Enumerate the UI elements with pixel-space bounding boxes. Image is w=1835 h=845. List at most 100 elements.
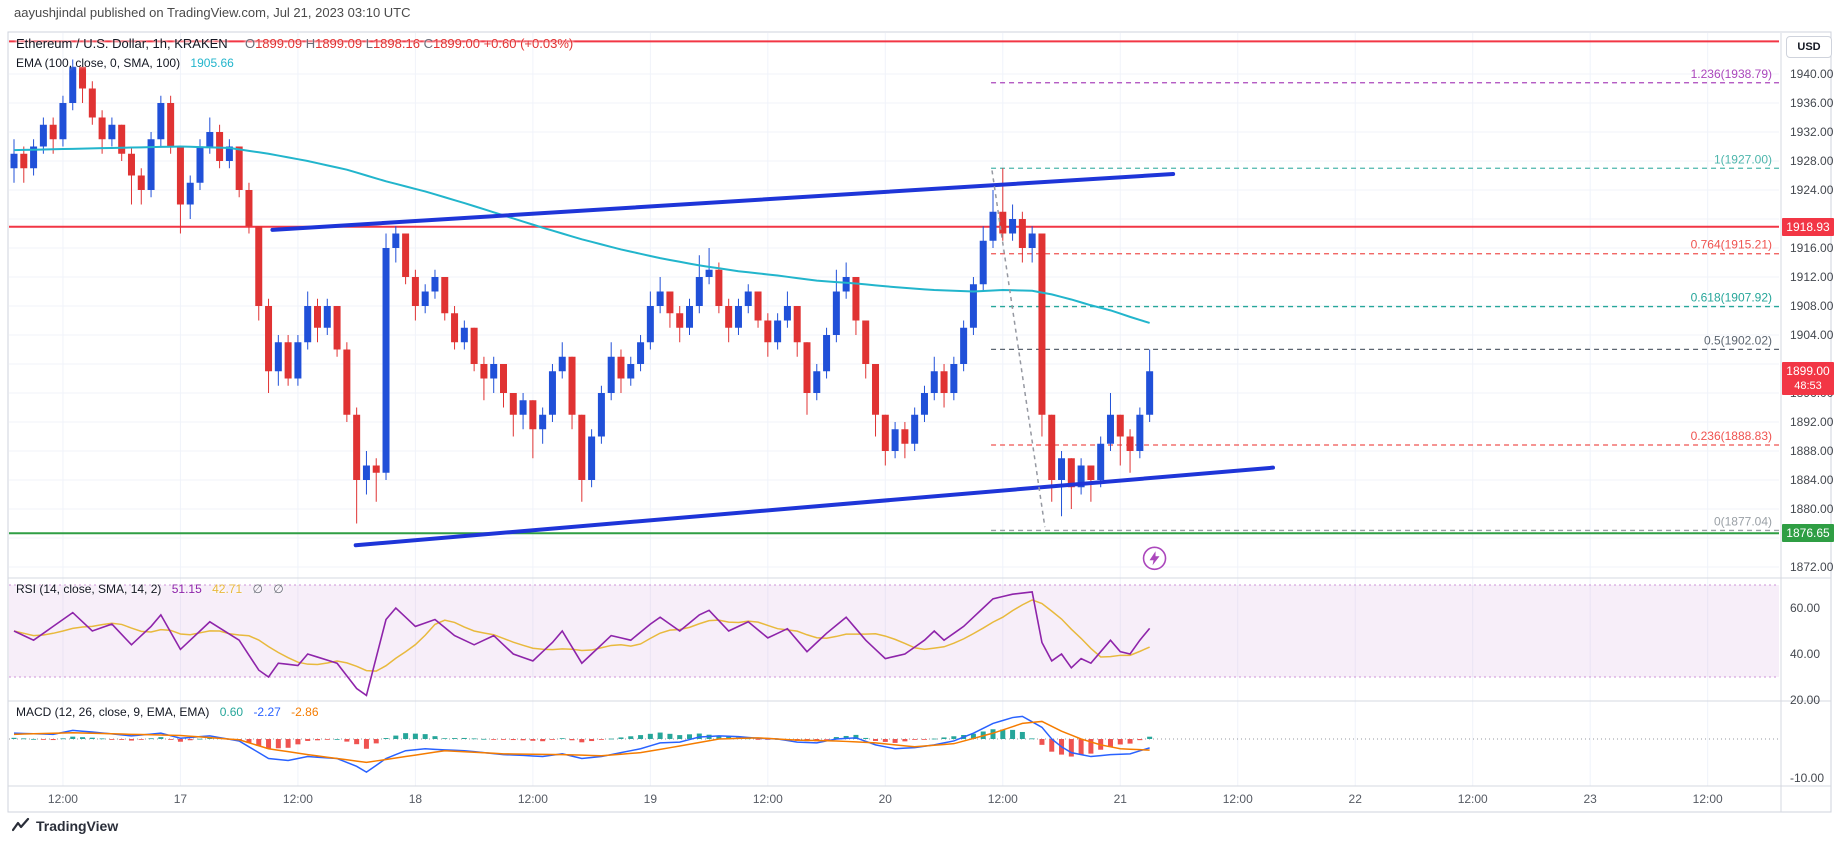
macd-histogram-bar — [716, 735, 722, 739]
price-tick-label: 1872.00 — [1790, 560, 1834, 574]
macd-histogram-bar — [128, 739, 134, 741]
macd-histogram-bar — [902, 739, 908, 742]
fib-label: 0.764(1915.21) — [1691, 238, 1772, 252]
time-tick-label: 22 — [1349, 792, 1363, 806]
rsi-tick-label: 20.00 — [1790, 693, 1820, 707]
candle — [196, 146, 204, 183]
macd-histogram-bar — [1147, 736, 1153, 739]
attribution[interactable]: aayushjindal published on TradingView.co… — [14, 5, 411, 20]
candle — [451, 313, 459, 343]
macd-histogram-bar — [452, 738, 458, 739]
time-tick-label: 12:00 — [753, 792, 783, 806]
macd-label: MACD (12, 26, close, 9, EMA, EMA) — [16, 705, 210, 719]
macd-histogram-bar — [177, 739, 183, 742]
macd-histogram-bar — [912, 739, 918, 740]
macd-histogram-bar — [383, 738, 389, 739]
candle — [402, 233, 410, 277]
macd-histogram-bar — [1039, 739, 1045, 745]
macd-header[interactable]: MACD (12, 26, close, 9, EMA, EMA) 0.60 -… — [16, 705, 319, 719]
candle — [245, 190, 253, 227]
candle — [490, 364, 498, 379]
macd-histogram-bar — [354, 739, 360, 745]
macd-histogram-bar — [638, 735, 644, 739]
candle — [676, 313, 684, 328]
support-price-value: 1876.65 — [1786, 526, 1830, 541]
candle — [597, 393, 605, 437]
time-tick-label: 17 — [174, 792, 188, 806]
candle — [783, 306, 791, 321]
trend-line — [353, 465, 1275, 548]
candle — [734, 306, 742, 328]
macd-histogram-value: 0.60 — [219, 705, 244, 719]
macd-histogram-bar — [677, 735, 683, 739]
macd-histogram-bar — [824, 739, 830, 740]
candle — [1048, 414, 1056, 480]
candle — [1038, 233, 1046, 415]
rsi-ma-value: 42.71 — [212, 582, 243, 596]
candle — [1067, 458, 1075, 488]
price-tick-label: 1940.00 — [1790, 67, 1834, 81]
rsi-header[interactable]: RSI (14, close, SMA, 14, 2) 51.15 42.71 … — [16, 582, 284, 596]
macd-histogram-bar — [579, 739, 585, 743]
candle — [725, 306, 733, 328]
candle — [607, 356, 615, 393]
ohlc-high-label: H — [305, 36, 316, 51]
candle — [431, 277, 439, 292]
macd-histogram-bar — [990, 729, 996, 739]
macd-histogram-bar — [501, 739, 506, 740]
candle — [519, 400, 527, 415]
candle — [118, 124, 126, 154]
candle — [343, 349, 351, 415]
macd-histogram-bar — [422, 734, 428, 739]
candle — [411, 277, 419, 306]
candle — [568, 356, 576, 415]
macd-histogram-bar — [853, 734, 859, 739]
candle — [176, 146, 184, 205]
macd-histogram-bar — [569, 739, 575, 741]
candle — [656, 291, 664, 306]
macd-histogram-bar — [755, 739, 761, 740]
macd-histogram-bar — [765, 739, 771, 740]
currency-button[interactable]: USD — [1786, 36, 1832, 58]
symbol-header[interactable]: Ethereum / U.S. Dollar, 1h, KRAKEN O1899… — [16, 36, 573, 51]
macd-histogram-bar — [970, 733, 976, 739]
macd-histogram-bar — [373, 739, 379, 744]
ohlc-low-value: 1898.16 — [372, 36, 420, 51]
price-tick-label: 1928.00 — [1790, 154, 1834, 168]
candle — [167, 103, 175, 147]
macd-histogram-bar — [89, 737, 95, 739]
fib-label: 0.236(1888.83) — [1691, 429, 1772, 443]
time-tick-label: 18 — [409, 792, 423, 806]
candle — [803, 342, 811, 393]
ema-header[interactable]: EMA (100, close, 0, SMA, 100) 1905.66 — [16, 56, 234, 70]
candle — [1116, 414, 1124, 437]
ohlc-values: O1899.09 H1899.09 L1898.16 C1899.00 +0.6… — [245, 36, 573, 51]
tradingview-logo-icon — [12, 817, 30, 832]
candle — [705, 269, 713, 277]
candle — [1106, 414, 1114, 444]
macd-histogram-bar — [99, 738, 105, 740]
ema-value: 1905.66 — [190, 56, 234, 70]
macd-histogram-bar — [687, 734, 693, 739]
ema-label: EMA (100, close, 0, SMA, 100) — [16, 56, 181, 70]
candle — [313, 306, 321, 328]
candle — [920, 393, 928, 415]
candle — [79, 66, 87, 89]
macd-histogram-bar — [442, 738, 448, 740]
macd-histogram-bar — [80, 737, 86, 739]
candle — [225, 146, 233, 161]
fib-label: 0(1877.04) — [1714, 514, 1772, 528]
tradingview-logo[interactable]: TradingView — [12, 817, 118, 835]
candle — [274, 342, 282, 372]
candle — [1058, 458, 1066, 480]
candle — [284, 342, 292, 379]
fib-label: 1(1927.00) — [1714, 152, 1772, 166]
macd-histogram-bar — [295, 739, 301, 745]
candle — [333, 306, 341, 350]
macd-histogram-bar — [1117, 739, 1123, 745]
candle — [901, 429, 909, 444]
macd-histogram-bar — [657, 732, 663, 739]
candle — [206, 132, 214, 147]
candle — [960, 327, 968, 364]
